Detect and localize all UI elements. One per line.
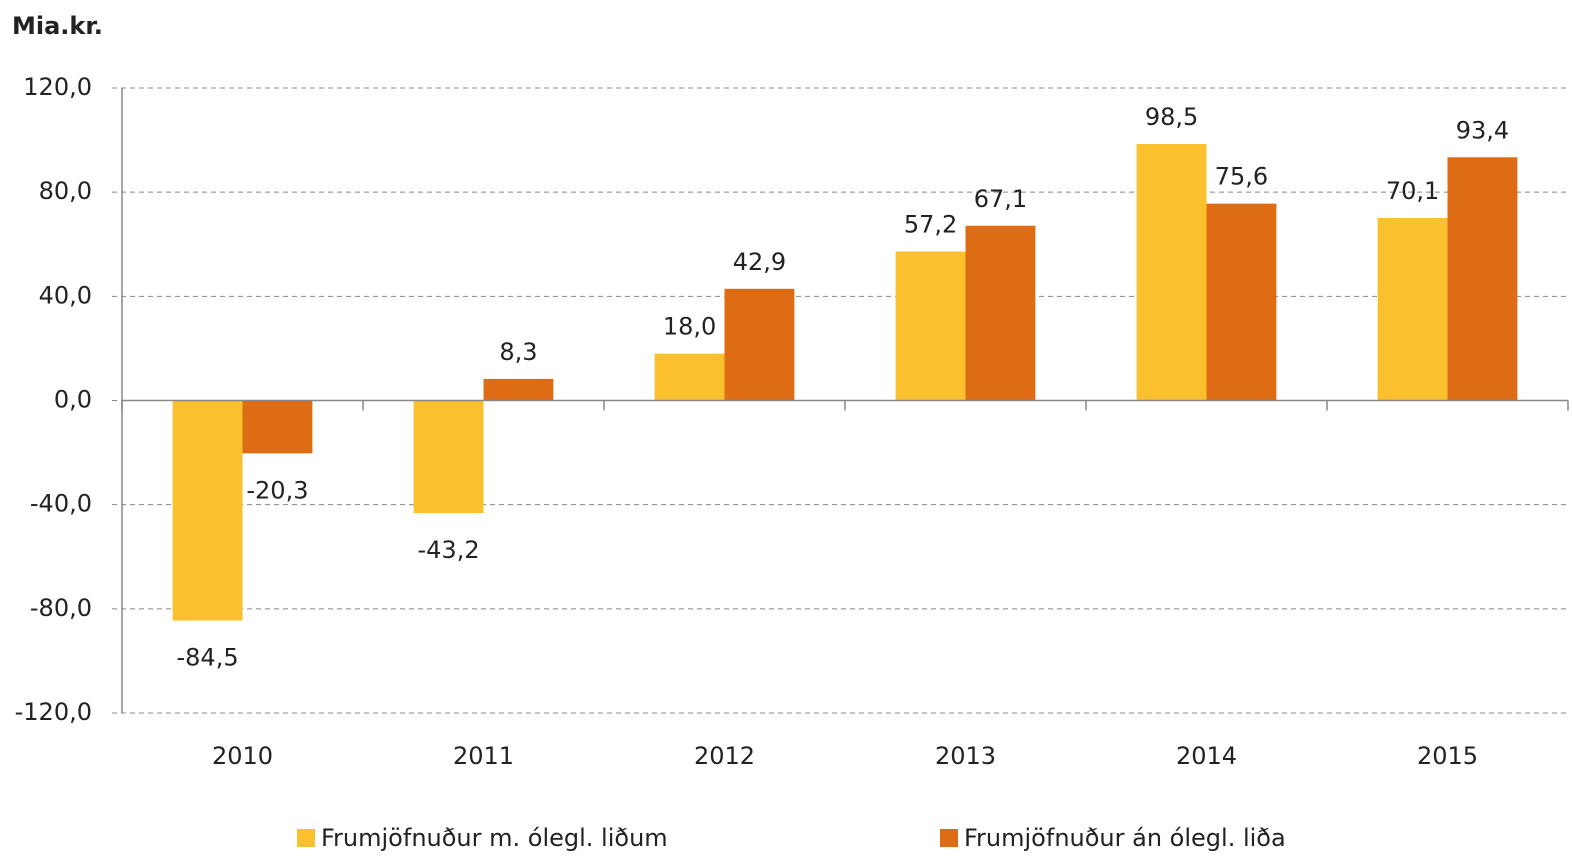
y-tick-label: -40,0 bbox=[30, 490, 92, 518]
y-tick-label: -80,0 bbox=[30, 594, 92, 622]
bar bbox=[483, 378, 554, 401]
y-axis-label: Mia.kr. bbox=[12, 12, 103, 40]
legend-swatch bbox=[940, 829, 958, 847]
bar bbox=[1206, 203, 1277, 401]
y-tick-label: -120,0 bbox=[15, 698, 92, 726]
data-label: -84,5 bbox=[177, 644, 239, 672]
data-label: 93,4 bbox=[1456, 116, 1509, 144]
data-label: 8,3 bbox=[499, 338, 537, 366]
data-label: 18,0 bbox=[663, 313, 716, 341]
bar bbox=[172, 400, 243, 621]
bar bbox=[1136, 143, 1207, 401]
bar bbox=[1377, 217, 1448, 401]
x-tick-label: 2011 bbox=[453, 742, 514, 770]
x-tick-label: 2012 bbox=[694, 742, 755, 770]
legend-label: Frumjöfnuður m. ólegl. liðum bbox=[321, 824, 668, 852]
data-label: 57,2 bbox=[904, 211, 957, 239]
bar bbox=[413, 400, 484, 513]
bar bbox=[965, 225, 1036, 401]
x-tick-label: 2015 bbox=[1417, 742, 1478, 770]
y-tick-label: 80,0 bbox=[39, 177, 92, 205]
bar bbox=[242, 400, 313, 454]
x-tick-label: 2013 bbox=[935, 742, 996, 770]
x-tick-label: 2010 bbox=[212, 742, 273, 770]
data-label: 70,1 bbox=[1386, 177, 1439, 205]
bar bbox=[724, 288, 795, 401]
bar bbox=[895, 251, 966, 401]
bar bbox=[654, 353, 725, 401]
bar bbox=[1447, 157, 1518, 401]
data-label: 75,6 bbox=[1215, 163, 1268, 191]
data-label: 98,5 bbox=[1145, 103, 1198, 131]
y-tick-label: 120,0 bbox=[23, 73, 92, 101]
y-tick-label: 0,0 bbox=[54, 386, 92, 414]
x-tick-label: 2014 bbox=[1176, 742, 1237, 770]
data-label: -20,3 bbox=[246, 476, 308, 504]
y-tick-label: 40,0 bbox=[39, 281, 92, 309]
legend-label: Frumjöfnuður án ólegl. liða bbox=[964, 824, 1286, 852]
data-label: 42,9 bbox=[733, 248, 786, 276]
data-label: 67,1 bbox=[974, 185, 1027, 213]
legend-swatch bbox=[297, 829, 315, 847]
data-label: -43,2 bbox=[418, 536, 480, 564]
